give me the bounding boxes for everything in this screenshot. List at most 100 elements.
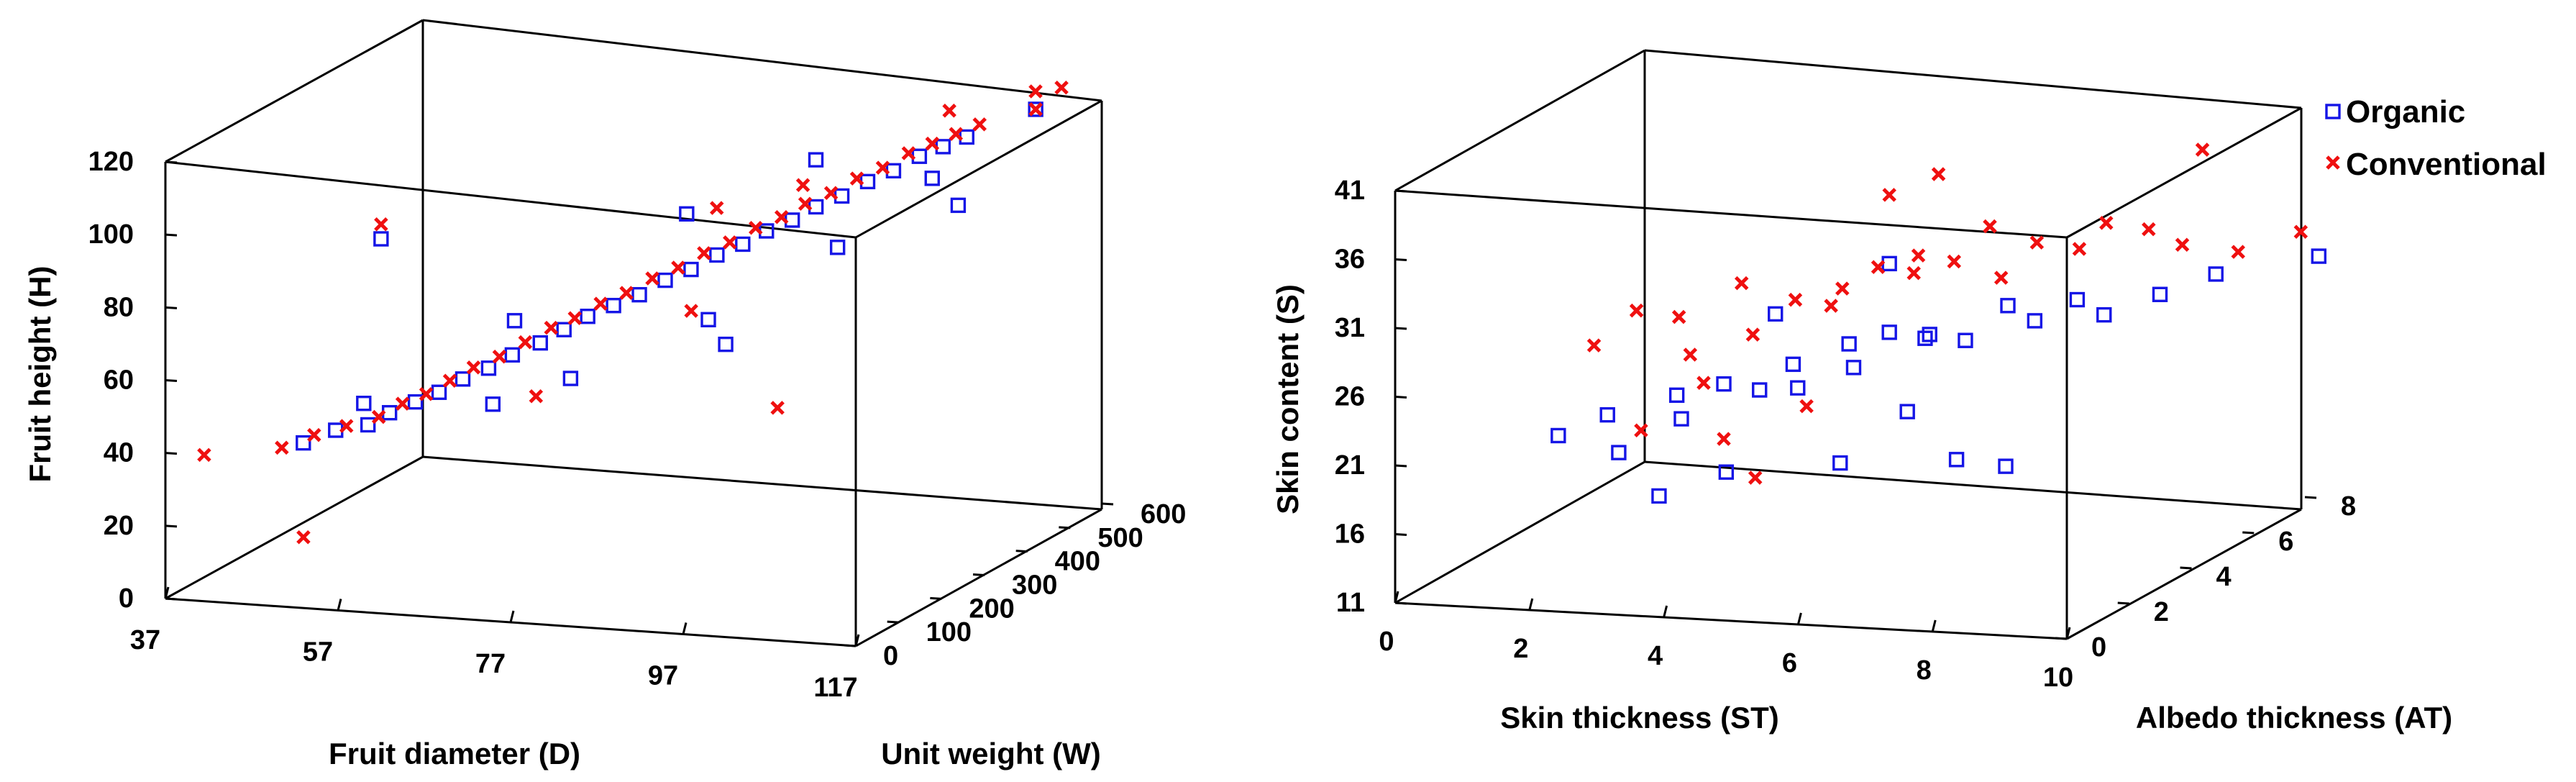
left-ytick-label: 500 bbox=[1097, 523, 1143, 553]
right-ztick-label: 11 bbox=[1336, 588, 1365, 618]
right-point-conventional bbox=[2029, 235, 2045, 250]
right-point-conventional bbox=[1734, 276, 1749, 291]
right-tick-labels: 0 2 4 6 8 10 0 2 4 6 8 11 16 21 26 31 36 41 bbox=[1335, 176, 2356, 693]
legend-label-conventional: Conventional bbox=[2346, 147, 2547, 182]
left-box-edge bbox=[855, 99, 1102, 239]
left-ytick-label: 400 bbox=[1055, 547, 1100, 577]
left-point-conventional bbox=[567, 311, 583, 325]
right-xtick bbox=[1394, 591, 1399, 604]
legend-entry-conventional: Conventional bbox=[2326, 147, 2547, 182]
right-xtick-label: 2 bbox=[1513, 634, 1528, 664]
right-ztick-label: 26 bbox=[1335, 382, 1365, 412]
left-point-conventional bbox=[339, 419, 354, 433]
left-ztick-label: 0 bbox=[119, 583, 134, 614]
left-series-conventional bbox=[197, 80, 1069, 545]
right-xtick-label: 10 bbox=[2043, 663, 2073, 693]
right-point-organic bbox=[2096, 306, 2112, 323]
left-point-conventional bbox=[684, 304, 698, 318]
right-point-organic bbox=[1668, 387, 1685, 403]
left-ztick bbox=[165, 160, 178, 164]
left-point-conventional bbox=[518, 335, 533, 350]
left-point-conventional bbox=[795, 178, 810, 193]
right-point-organic bbox=[1948, 452, 1965, 468]
left-point-organic bbox=[935, 139, 951, 155]
right-ytick-label: 8 bbox=[2341, 491, 2356, 522]
left-point-conventional bbox=[901, 146, 916, 160]
right-point-conventional bbox=[1882, 188, 1896, 202]
left-xtick bbox=[337, 599, 342, 611]
right-point-organic bbox=[1550, 427, 1566, 444]
left-point-organic bbox=[829, 240, 846, 255]
left-point-conventional bbox=[645, 271, 659, 286]
left-xtick bbox=[509, 610, 515, 623]
left-point-organic bbox=[373, 231, 389, 247]
right-point-organic bbox=[2311, 248, 2327, 264]
left-xtick-label: 77 bbox=[475, 649, 506, 679]
right-point-conventional bbox=[1931, 167, 1946, 181]
left-box-edge bbox=[422, 455, 1102, 511]
left-point-conventional bbox=[774, 209, 789, 224]
right-scatter bbox=[1550, 142, 2327, 504]
left-point-organic bbox=[885, 163, 902, 179]
right-point-organic bbox=[1790, 380, 1806, 396]
legend-marker-square bbox=[2325, 104, 2341, 119]
right-point-conventional bbox=[1906, 265, 1922, 281]
right-point-conventional bbox=[2072, 242, 2087, 256]
left-ztick bbox=[165, 452, 178, 455]
left-ztick-label: 20 bbox=[104, 511, 134, 541]
left-point-organic bbox=[407, 394, 424, 410]
left-point-organic bbox=[455, 371, 471, 387]
left-scatter bbox=[197, 80, 1069, 545]
left-point-conventional bbox=[875, 160, 890, 175]
right-point-organic bbox=[1899, 404, 1915, 419]
left-point-organic bbox=[606, 298, 621, 314]
right-ztick-label: 31 bbox=[1335, 313, 1365, 343]
right-series-conventional bbox=[1586, 142, 2308, 485]
left-point-conventional bbox=[374, 217, 388, 232]
right-ytick bbox=[2117, 601, 2129, 605]
right-point-conventional bbox=[2195, 142, 2210, 157]
left-box bbox=[164, 19, 1103, 647]
left-point-conventional bbox=[823, 186, 839, 201]
left-point-conventional bbox=[296, 529, 311, 545]
right-ytick-label: 4 bbox=[2216, 562, 2232, 592]
right-point-organic bbox=[2027, 313, 2043, 329]
right-point-organic bbox=[1718, 464, 1735, 480]
right-box-edge bbox=[1394, 189, 2068, 239]
left-xtick bbox=[854, 634, 860, 647]
left-series-organic bbox=[296, 101, 1043, 451]
left-point-organic bbox=[657, 272, 673, 288]
right-ytick-label: 2 bbox=[2154, 597, 2169, 627]
right-point-conventional bbox=[1835, 281, 1850, 296]
left-point-organic bbox=[924, 171, 940, 186]
left-ytick bbox=[972, 573, 985, 576]
right-point-organic bbox=[1845, 360, 1862, 376]
right-point-conventional bbox=[1993, 270, 2009, 285]
left-ytick bbox=[844, 644, 857, 647]
right-point-organic bbox=[1785, 356, 1801, 373]
right-box-edge bbox=[1644, 460, 2302, 511]
left-point-conventional bbox=[197, 447, 211, 463]
left-box-edge bbox=[855, 508, 1102, 647]
right-point-organic bbox=[1998, 458, 2014, 474]
chart-left: 37 57 77 97 11701002003004005006000204060801… bbox=[23, 19, 1186, 770]
right-ztick-label: 16 bbox=[1335, 519, 1365, 550]
left-point-conventional bbox=[371, 409, 386, 424]
right-ztick-label: 41 bbox=[1335, 176, 1365, 206]
left-xlabel: Fruit diameter (D) bbox=[329, 737, 580, 770]
right-point-organic bbox=[1832, 455, 1848, 471]
right-point-organic bbox=[1881, 255, 1897, 272]
left-point-organic bbox=[911, 148, 928, 164]
right-xtick bbox=[1796, 612, 1802, 625]
right-point-organic bbox=[1958, 332, 1973, 348]
left-point-conventional bbox=[593, 296, 608, 311]
right-point-organic bbox=[2069, 291, 2086, 308]
right-box-edge bbox=[1644, 49, 2302, 109]
left-point-organic bbox=[360, 417, 376, 433]
right-point-conventional bbox=[1671, 309, 1686, 324]
right-xtick bbox=[1931, 619, 1937, 632]
right-point-conventional bbox=[1947, 254, 1962, 269]
right-point-organic bbox=[2152, 286, 2168, 302]
right-ylabel: Albedo thickness (AT) bbox=[2136, 701, 2452, 735]
left-point-organic bbox=[504, 347, 521, 363]
